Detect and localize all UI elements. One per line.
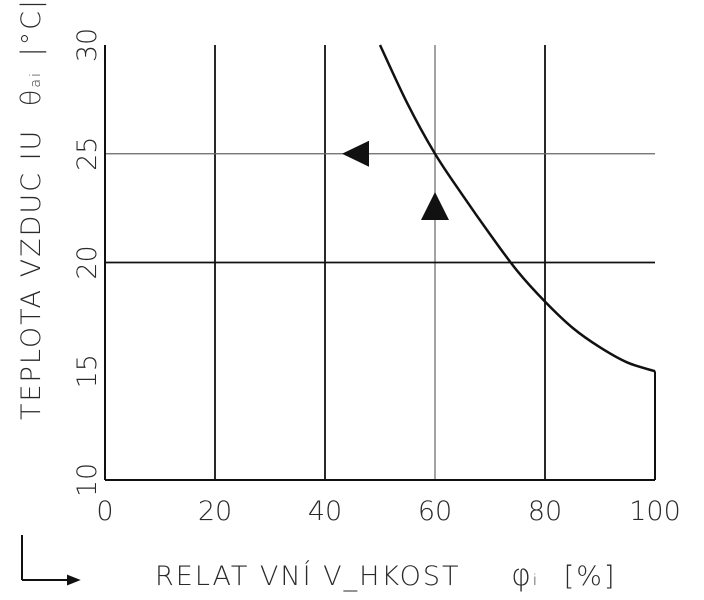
- x-tick-label: 20: [198, 496, 232, 527]
- series-line: [378, 44, 656, 373]
- marker-triangle-left: [342, 140, 369, 167]
- x-tick-label: 60: [418, 496, 452, 527]
- x-tick-label: 0: [96, 496, 113, 527]
- x-tick-label: 40: [308, 496, 342, 527]
- y-tick-label: 30: [72, 28, 103, 62]
- y-tick-label: 20: [72, 245, 103, 279]
- x-tick-labels: 0 20 40 60 80 100: [96, 496, 680, 527]
- axes-corner-icon: [21, 535, 81, 586]
- y-tick-label: 15: [72, 354, 103, 388]
- x-tick-label: 80: [528, 496, 562, 527]
- y-tick-label: 10: [72, 463, 103, 497]
- markers: [342, 140, 449, 220]
- y-tick-labels: 10 15 20 25 30: [72, 28, 103, 497]
- y-axis-label: TEPLOTA VZDUC IU θai |°C|: [16, 0, 47, 420]
- axes: [104, 45, 656, 481]
- x-tick-label: 100: [629, 496, 681, 527]
- marker-triangle-up: [421, 191, 449, 220]
- x-axis-label: RELAT VNÍ V_HKOST φi [%]: [155, 558, 616, 593]
- grid-lines: [105, 45, 655, 480]
- y-tick-label: 25: [72, 137, 103, 171]
